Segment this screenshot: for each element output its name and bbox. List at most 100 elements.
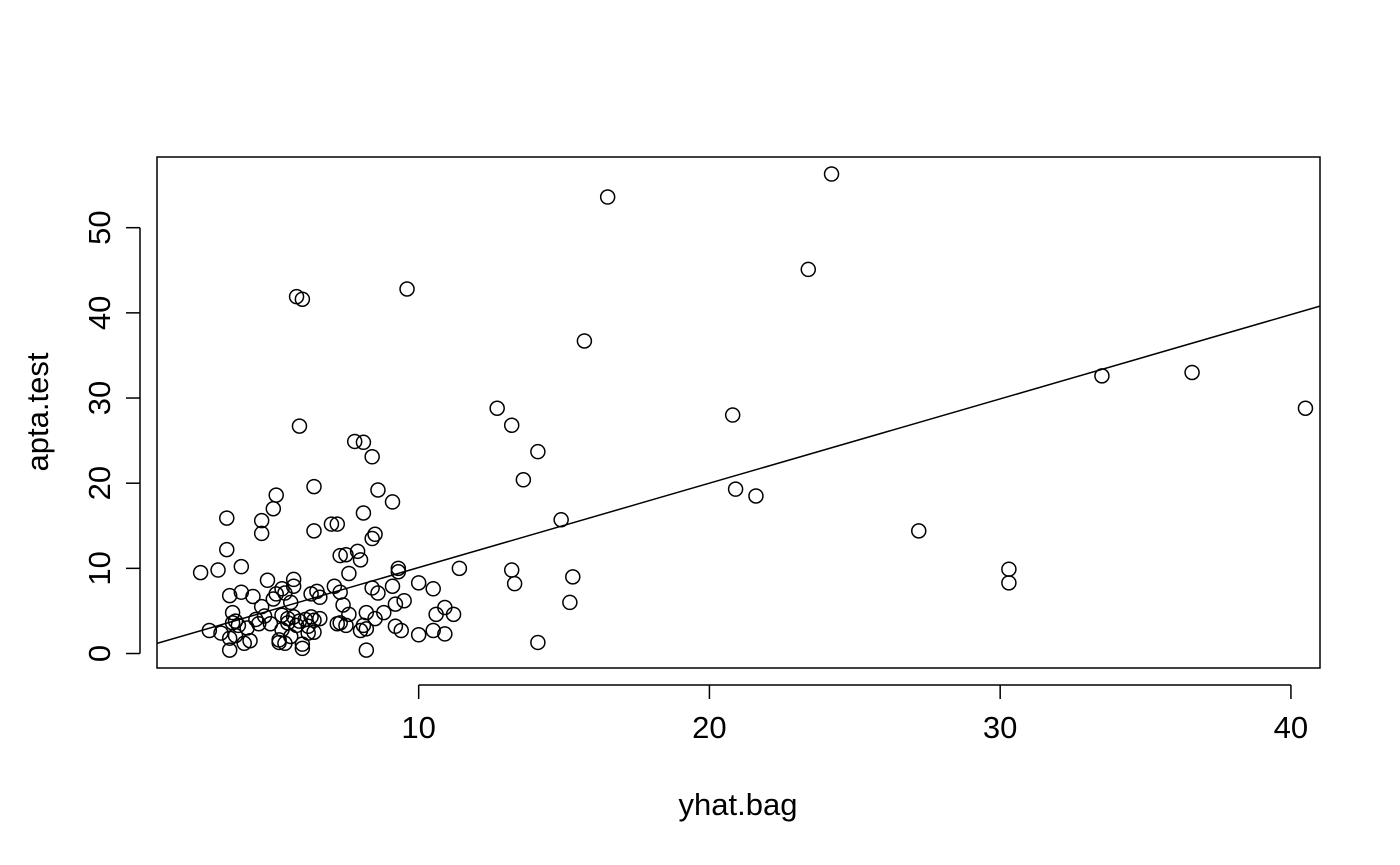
data-point xyxy=(233,558,250,575)
x-tick-label: 30 xyxy=(983,710,1017,745)
data-point xyxy=(727,481,744,497)
data-point xyxy=(393,622,409,639)
y-axis-label: apta.test xyxy=(20,352,55,471)
data-point xyxy=(428,606,444,623)
data-point xyxy=(291,418,308,434)
data-point xyxy=(445,606,462,623)
data-point xyxy=(306,624,322,640)
data-point xyxy=(437,599,453,616)
data-point xyxy=(221,587,238,604)
data-point xyxy=(562,594,578,611)
y-tick-label: 40 xyxy=(82,296,117,330)
data-point xyxy=(323,516,340,532)
data-point xyxy=(329,516,346,532)
y-tick-label: 10 xyxy=(82,551,117,585)
y-tick-label: 30 xyxy=(82,381,117,415)
data-point xyxy=(268,487,284,503)
data-point xyxy=(599,189,616,205)
data-point xyxy=(364,530,380,547)
data-point xyxy=(294,640,311,657)
data-point xyxy=(253,525,270,542)
data-point xyxy=(425,622,441,639)
data-point xyxy=(346,433,363,450)
data-point xyxy=(515,472,532,488)
x-axis: 10 20 30 40 xyxy=(401,684,1308,745)
data-point xyxy=(288,617,305,634)
data-point xyxy=(245,588,261,605)
data-point xyxy=(338,617,354,634)
data-point xyxy=(565,569,581,585)
data-point xyxy=(349,543,366,560)
data-point xyxy=(376,604,392,621)
data-point xyxy=(823,166,840,182)
data-point xyxy=(506,575,523,592)
data-point xyxy=(192,564,209,581)
data-point xyxy=(312,610,328,627)
data-point xyxy=(294,291,311,307)
y-tick-label: 50 xyxy=(82,210,117,244)
data-point xyxy=(1184,364,1200,381)
data-point xyxy=(1297,400,1314,416)
data-point xyxy=(326,578,343,594)
data-point xyxy=(285,571,302,588)
data-point xyxy=(248,611,264,628)
data-point xyxy=(410,627,427,643)
regression-line xyxy=(156,305,1321,645)
data-point xyxy=(530,443,546,460)
data-point xyxy=(352,552,369,568)
data-point xyxy=(300,618,316,635)
data-point xyxy=(370,585,386,601)
data-point xyxy=(358,642,375,658)
data-point xyxy=(1001,561,1017,577)
data-point xyxy=(384,578,401,594)
data-point xyxy=(219,510,235,526)
data-point xyxy=(306,612,322,629)
data-point xyxy=(224,604,241,621)
data-point xyxy=(306,478,322,495)
x-axis-label: yhat.bag xyxy=(679,787,798,822)
data-point xyxy=(748,488,764,504)
data-point xyxy=(437,626,453,642)
data-point xyxy=(911,523,927,539)
data-point xyxy=(396,592,412,609)
x-tick-label: 20 xyxy=(692,710,726,745)
data-point xyxy=(355,434,372,451)
data-point xyxy=(268,586,284,602)
plot-frame xyxy=(156,156,1321,669)
data-point xyxy=(355,505,372,521)
data-point xyxy=(259,572,276,589)
x-tick-label: 40 xyxy=(1274,710,1308,745)
data-point xyxy=(332,547,348,564)
data-point xyxy=(306,523,322,539)
data-point xyxy=(227,613,244,629)
data-point xyxy=(274,581,290,597)
data-point xyxy=(1001,575,1017,591)
data-point xyxy=(265,500,282,517)
data-point xyxy=(399,281,415,297)
data-point xyxy=(367,610,383,627)
data-point xyxy=(425,581,441,597)
data-point xyxy=(503,562,520,578)
data-point xyxy=(210,562,226,578)
data-point xyxy=(230,617,247,634)
data-point xyxy=(242,632,258,649)
data-point xyxy=(503,417,520,434)
data-point xyxy=(303,609,319,625)
data-point xyxy=(300,625,316,641)
y-axis: 0 10 20 30 40 50 xyxy=(82,210,141,662)
data-point xyxy=(489,400,505,416)
data-point xyxy=(800,261,817,278)
data-point xyxy=(358,604,375,621)
data-point xyxy=(341,565,357,582)
data-point xyxy=(341,606,357,623)
data-point xyxy=(387,596,404,612)
data-point xyxy=(221,642,238,658)
data-point xyxy=(312,589,328,606)
data-point xyxy=(338,546,354,563)
data-point xyxy=(370,482,386,498)
y-tick-label: 0 xyxy=(82,645,117,662)
data-point xyxy=(367,526,383,543)
data-point xyxy=(576,333,593,349)
data-point xyxy=(219,541,235,558)
data-point xyxy=(285,578,302,594)
